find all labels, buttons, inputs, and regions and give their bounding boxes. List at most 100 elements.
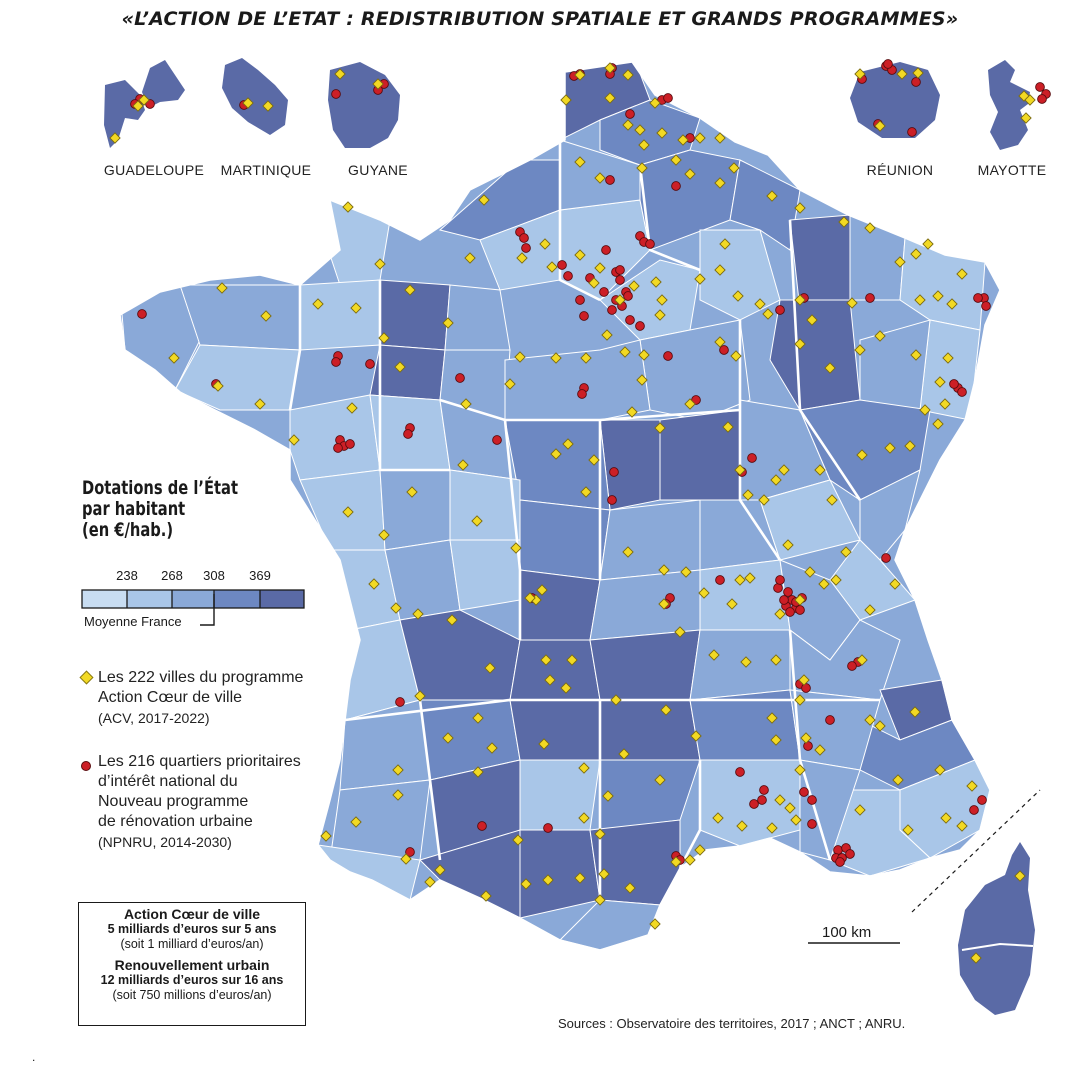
budget-ru-title: Renouvellement urbain	[114, 957, 270, 973]
acv-marker-3	[560, 94, 572, 106]
acv-marker-0	[574, 69, 586, 81]
department-55	[689, 629, 791, 701]
acv-marker-87	[580, 352, 592, 364]
acv-marker-133	[766, 712, 778, 724]
acv-marker-15	[636, 162, 648, 174]
npnru-marker-21	[599, 287, 609, 297]
acv-marker-174	[544, 674, 556, 686]
acv-marker-122	[698, 587, 710, 599]
acv-marker-61	[794, 338, 806, 350]
acv-marker-119	[744, 572, 756, 584]
acv-marker-158	[320, 830, 332, 842]
acv-marker-63	[914, 294, 926, 306]
acv-marker-135	[800, 732, 812, 744]
acv-marker-147	[649, 918, 661, 930]
npnru-marker-48	[949, 379, 959, 389]
overseas-mayotte	[988, 60, 1030, 150]
region-border-6	[738, 320, 782, 561]
npnru-marker-103	[405, 847, 415, 857]
label-guyane: GUYANE	[348, 162, 408, 178]
sources: Sources : Observatoire des territoires, …	[558, 1016, 906, 1031]
acv-marker-57	[932, 418, 944, 430]
acv-marker-146	[670, 856, 682, 868]
acv-marker-207	[138, 94, 150, 106]
acv-marker-132	[794, 694, 806, 706]
acv-marker-100	[654, 422, 666, 434]
acv-marker-190	[512, 834, 524, 846]
npnru-marker-120	[907, 127, 917, 137]
acv-marker-189	[578, 812, 590, 824]
acv-marker-202	[864, 604, 876, 616]
acv-marker-183	[414, 690, 426, 702]
department-17	[699, 229, 781, 321]
acv-marker-198	[874, 720, 886, 732]
acv-marker-178	[536, 584, 548, 596]
label-reunion: RÉUNION	[866, 162, 934, 178]
npnru-marker-35	[609, 467, 619, 477]
npnru-marker-5	[663, 93, 673, 103]
acv-marker-203	[889, 578, 901, 590]
acv-marker-124	[658, 598, 670, 610]
acv-marker-197	[854, 804, 866, 816]
legend-threshold-369: 369	[249, 568, 271, 583]
acv-marker-116	[830, 574, 842, 586]
npnru-marker-27	[615, 265, 625, 275]
acv-marker-47	[754, 298, 766, 310]
acv-marker-213	[854, 68, 866, 80]
acv-marker-24	[922, 238, 934, 250]
acv-marker-139	[784, 802, 796, 814]
acv-marker-88	[601, 329, 613, 341]
department-polygons	[120, 62, 991, 950]
mainland-france	[119, 61, 1001, 951]
acv-marker-188	[594, 828, 606, 840]
legend-title: Dotations de l’État par habitant (en €/h…	[82, 477, 239, 541]
acv-marker-216	[874, 120, 886, 132]
npnru-marker-54	[455, 373, 465, 383]
npnru-marker-92	[807, 819, 817, 829]
npnru-marker-19	[615, 275, 625, 285]
acv-marker-180	[524, 592, 536, 604]
acv-marker-13	[670, 154, 682, 166]
acv-marker-210	[262, 100, 274, 112]
npnru-marker-42	[865, 293, 875, 303]
budget-acv-amount: 5 milliards d’euros sur 5 ans	[107, 922, 277, 936]
acv-marker-76	[471, 515, 483, 527]
department-43	[829, 539, 916, 621]
npnru-marker-81	[881, 553, 891, 563]
acv-marker-75	[457, 459, 469, 471]
department-53	[509, 639, 601, 701]
npnru-marker-87	[807, 795, 817, 805]
npnru-marker-104	[395, 697, 405, 707]
region-border-4	[503, 419, 522, 640]
acv-marker-160	[392, 789, 404, 801]
acv-marker-43	[694, 273, 706, 285]
legend-npnru-label: Les 216 quartiers prioritaires d’intérêt…	[98, 753, 301, 850]
acv-marker-54	[942, 352, 954, 364]
npnru-marker-44	[981, 301, 991, 311]
acv-marker-172	[610, 694, 622, 706]
acv-marker-79	[288, 434, 300, 446]
acv-marker-192	[892, 774, 904, 786]
acv-marker-195	[966, 780, 978, 792]
acv-marker-162	[442, 732, 454, 744]
npnru-markers	[130, 59, 1051, 867]
scale-label: 100 km	[822, 924, 872, 941]
acv-marker-49	[794, 294, 806, 306]
npnru-marker-80	[801, 683, 811, 693]
department-31	[859, 469, 921, 561]
acv-marker-181	[484, 662, 496, 674]
npnru-marker-123	[1037, 94, 1047, 104]
department-63	[509, 699, 601, 761]
acv-marker-149	[624, 882, 636, 894]
acv-marker-77	[342, 506, 354, 518]
npnru-marker-10	[601, 245, 611, 255]
acv-marker-64	[374, 258, 386, 270]
acv-marker-93	[730, 350, 742, 362]
acv-marker-106	[770, 474, 782, 486]
acv-marker-204	[1014, 870, 1026, 882]
acv-marker-9	[677, 134, 689, 146]
acv-marker-206	[109, 132, 121, 144]
department-14	[599, 259, 701, 341]
acv-marker-108	[814, 464, 826, 476]
npnru-marker-11	[557, 260, 567, 270]
